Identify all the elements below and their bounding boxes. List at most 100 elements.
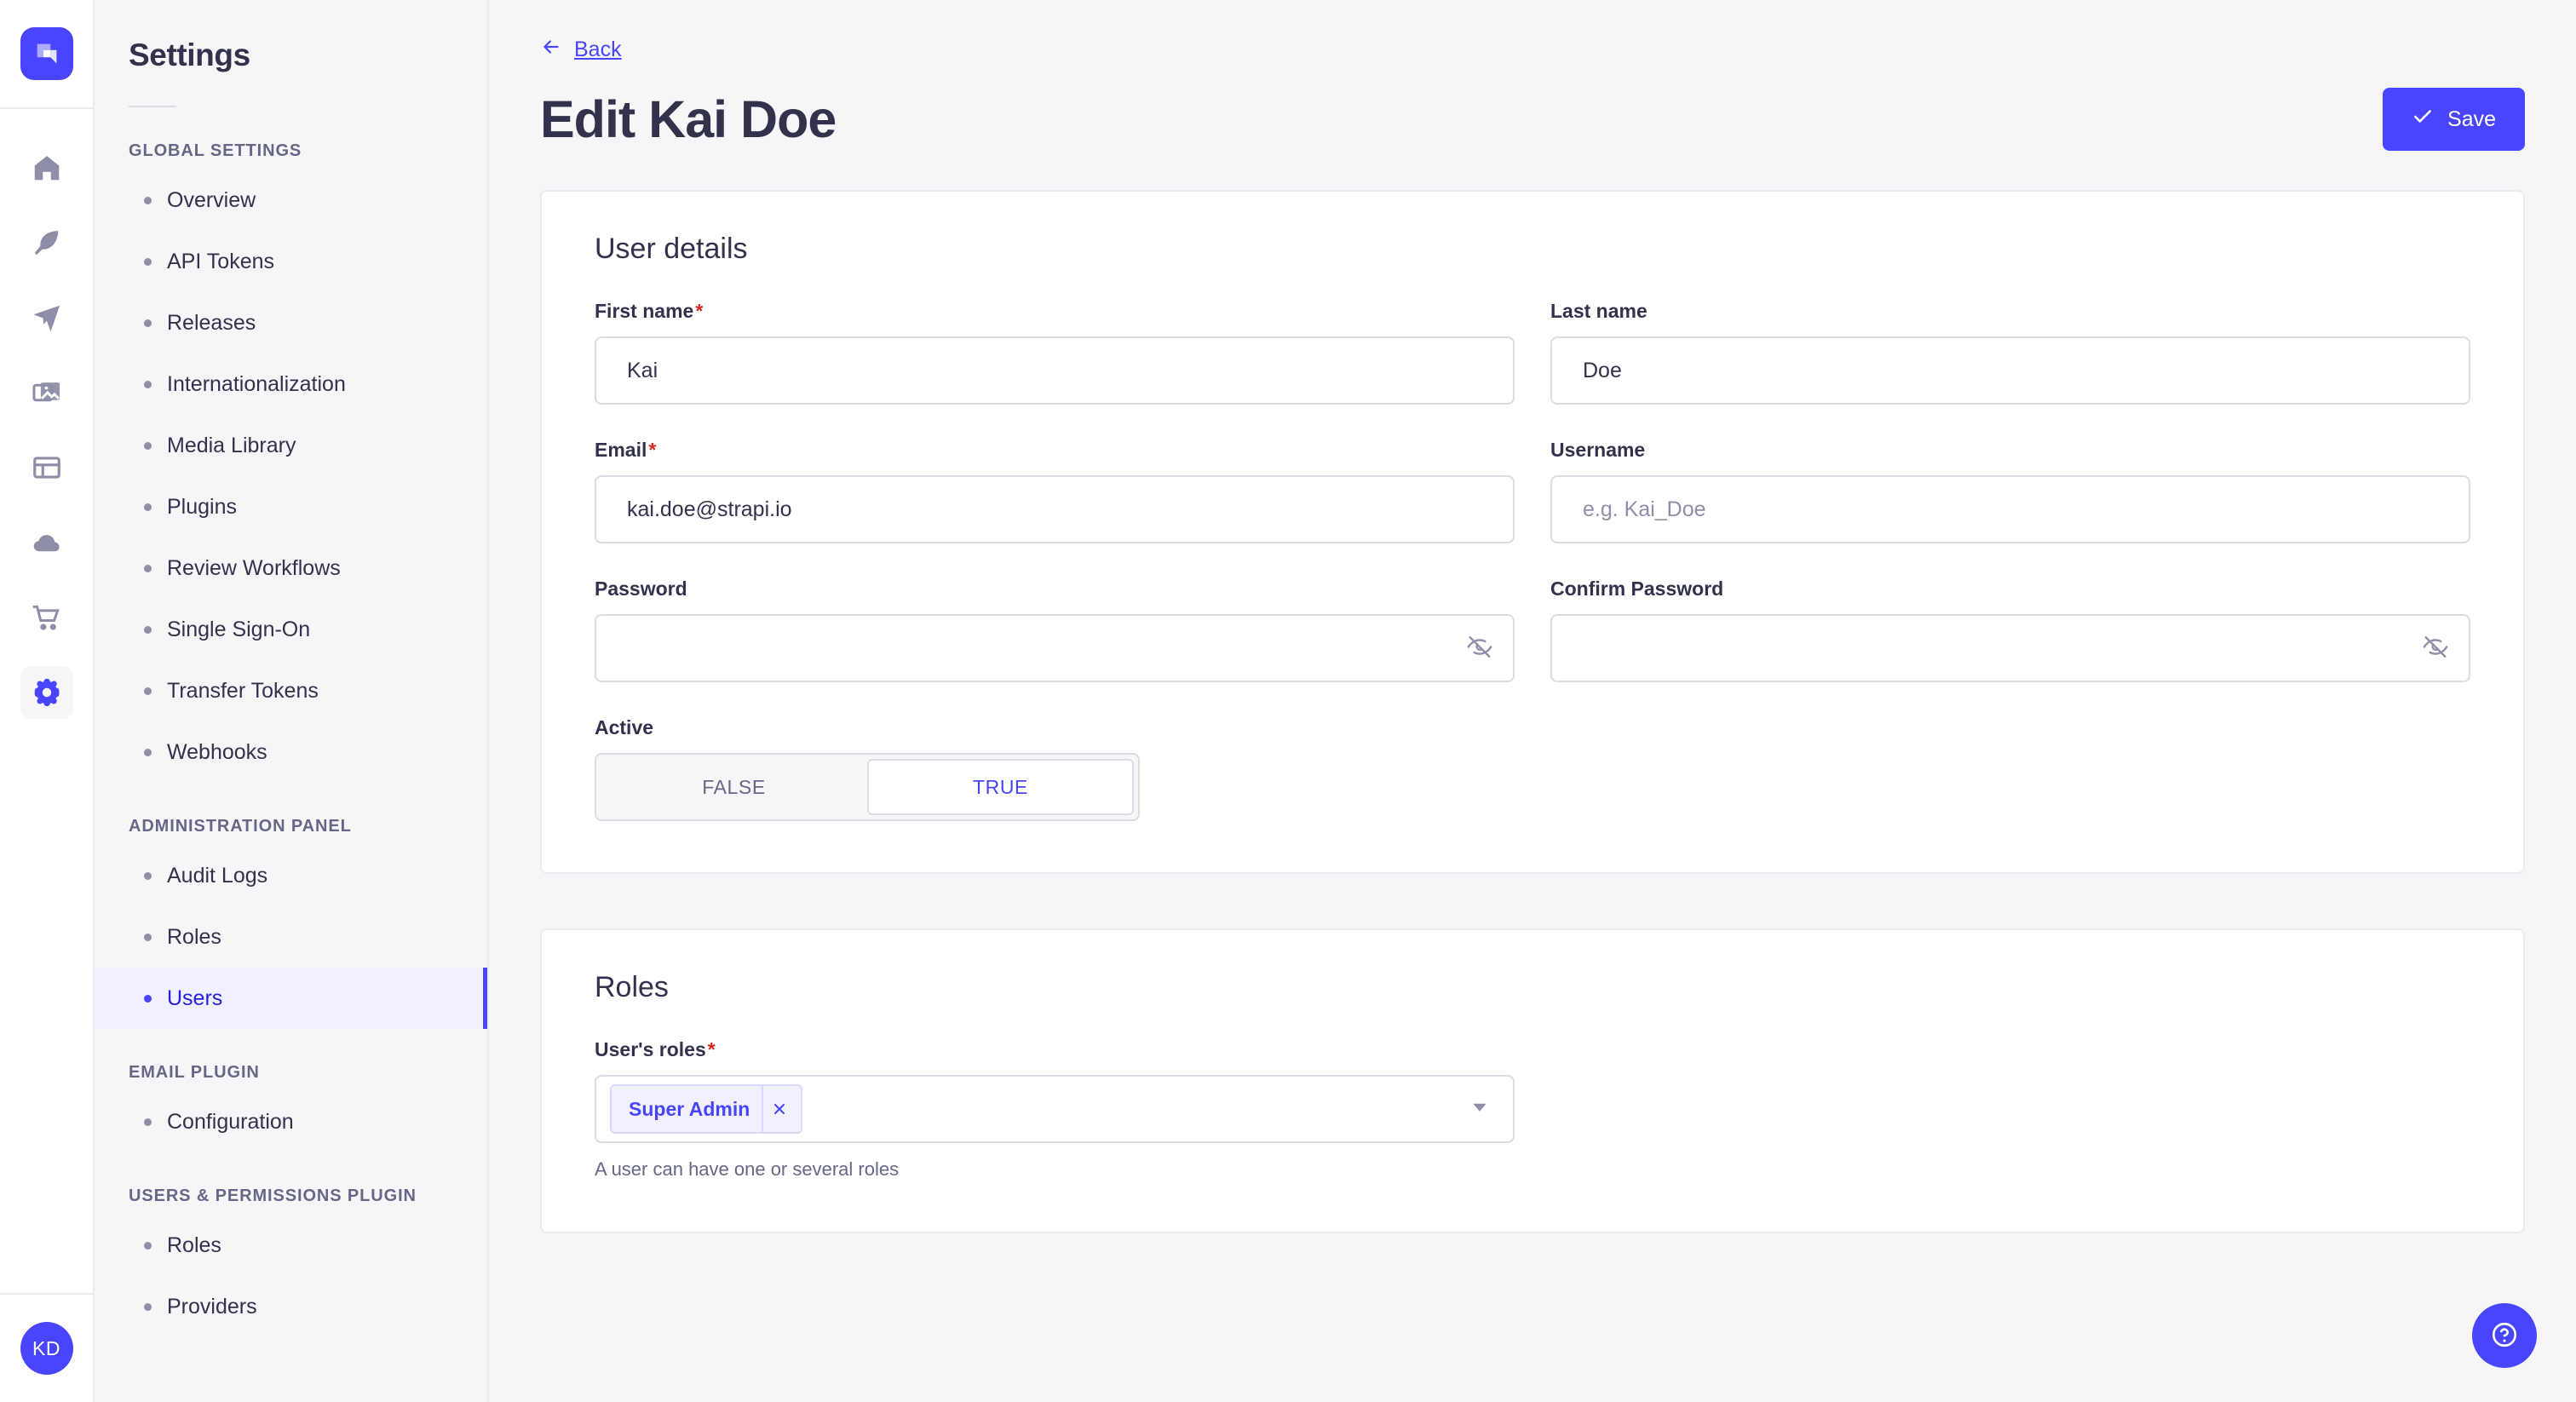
shopping-cart-icon[interactable] bbox=[20, 591, 73, 644]
active-toggle-true[interactable]: TRUE bbox=[867, 759, 1134, 815]
sidebar-item-label: API Tokens bbox=[167, 249, 275, 273]
active-toggle-false[interactable]: FALSE bbox=[702, 775, 766, 798]
required-asterisk: * bbox=[695, 300, 704, 322]
bullet-icon bbox=[144, 564, 152, 572]
username-input[interactable] bbox=[1550, 475, 2470, 543]
avatar[interactable]: KD bbox=[20, 1322, 73, 1375]
password-field: Password bbox=[595, 577, 1515, 682]
sidebar-item-label: Webhooks bbox=[167, 739, 267, 764]
user-details-card: User details First name* Last name bbox=[540, 190, 2525, 874]
password-input[interactable] bbox=[595, 614, 1515, 682]
bullet-icon bbox=[144, 933, 152, 941]
layout-icon[interactable] bbox=[20, 441, 73, 494]
sidebar-item-label: Internationalization bbox=[167, 371, 346, 396]
user-roles-field: User's roles* Super Admin bbox=[595, 1038, 2470, 1181]
sidebar-item-releases[interactable]: Releases bbox=[95, 292, 487, 353]
sidebar-title: Settings bbox=[129, 37, 250, 72]
strapi-logo-icon[interactable] bbox=[20, 27, 73, 80]
user-details-grid: First name* Last name Email* bbox=[595, 300, 2470, 682]
email-input[interactable] bbox=[595, 475, 1515, 543]
sidebar-item-label: Roles bbox=[167, 1232, 221, 1257]
sidebar-item-label: Plugins bbox=[167, 494, 237, 519]
last-name-field: Last name bbox=[1550, 300, 2470, 405]
back-label: Back bbox=[574, 37, 622, 61]
sidebar-item-api-tokens[interactable]: API Tokens bbox=[95, 231, 487, 292]
sidebar-header: Settings bbox=[95, 0, 487, 107]
sidebar-item-providers[interactable]: Providers bbox=[95, 1276, 487, 1337]
confirm-password-label: Confirm Password bbox=[1550, 577, 1724, 600]
media-images-icon[interactable] bbox=[20, 366, 73, 419]
sidebar-item-plugins[interactable]: Plugins bbox=[95, 476, 487, 537]
email-input-wrap bbox=[595, 475, 1515, 543]
bullet-icon bbox=[144, 871, 152, 880]
bullet-icon bbox=[144, 1241, 152, 1250]
sidebar-item-internationalization[interactable]: Internationalization bbox=[95, 353, 487, 415]
user-roles-select[interactable]: Super Admin bbox=[595, 1075, 1515, 1143]
arrow-left-icon bbox=[540, 36, 562, 64]
sidebar-item-overview[interactable]: Overview bbox=[95, 170, 487, 231]
eye-off-icon bbox=[1467, 635, 1492, 663]
bullet-icon bbox=[144, 1118, 152, 1126]
save-button[interactable]: Save bbox=[2383, 88, 2525, 151]
paper-plane-icon[interactable] bbox=[20, 291, 73, 344]
sidebar-item-webhooks[interactable]: Webhooks bbox=[95, 721, 487, 783]
sidebar-item-configuration[interactable]: Configuration bbox=[95, 1091, 487, 1152]
feather-content-manager-icon[interactable] bbox=[20, 216, 73, 269]
bullet-icon bbox=[144, 196, 152, 204]
username-input-wrap bbox=[1550, 475, 2470, 543]
sidebar-item-review-workflows[interactable]: Review Workflows bbox=[95, 537, 487, 599]
sidebar-item-single-sign-on[interactable]: Single Sign-On bbox=[95, 599, 487, 660]
user-roles-select-wrap: Super Admin bbox=[595, 1075, 1515, 1143]
roles-title: Roles bbox=[595, 971, 669, 1003]
user-roles-hint: A user can have one or several roles bbox=[595, 1158, 900, 1180]
bullet-icon bbox=[144, 994, 152, 1003]
sidebar-section-label: EMAIL PLUGIN bbox=[129, 1063, 260, 1082]
toggle-confirm-password-visibility-button[interactable] bbox=[2423, 635, 2448, 663]
close-icon[interactable] bbox=[762, 1086, 796, 1132]
active-toggle[interactable]: FALSE TRUE bbox=[595, 753, 1140, 821]
back-link[interactable]: Back bbox=[540, 36, 622, 64]
confirm-password-input-wrap bbox=[1550, 614, 2470, 682]
confirm-password-input[interactable] bbox=[1550, 614, 2470, 682]
question-circle-icon bbox=[2490, 1320, 2519, 1352]
bullet-icon bbox=[144, 748, 152, 756]
sidebar-item-label: Roles bbox=[167, 924, 221, 949]
sidebar-divider bbox=[129, 106, 176, 107]
required-asterisk: * bbox=[707, 1038, 716, 1060]
home-icon[interactable] bbox=[20, 141, 73, 194]
password-input-wrap bbox=[595, 614, 1515, 682]
bullet-icon bbox=[144, 441, 152, 450]
sidebar-section-label: ADMINISTRATION PANEL bbox=[129, 817, 352, 836]
sidebar-item-users[interactable]: Users bbox=[95, 968, 487, 1029]
last-name-input[interactable] bbox=[1550, 336, 2470, 405]
sidebar-item-label: Releases bbox=[167, 310, 256, 335]
help-button[interactable] bbox=[2472, 1303, 2537, 1368]
user-avatar-container: KD bbox=[0, 1293, 93, 1402]
cloud-icon[interactable] bbox=[20, 516, 73, 569]
page-header: Back Edit Kai Doe Save bbox=[489, 0, 2576, 151]
user-roles-label-text: User's roles bbox=[595, 1038, 706, 1060]
sidebar-item-roles[interactable]: Roles bbox=[95, 1215, 487, 1276]
primary-icon-rail: KD bbox=[0, 0, 95, 1402]
first-name-label-text: First name bbox=[595, 300, 694, 322]
role-tag[interactable]: Super Admin bbox=[610, 1084, 803, 1134]
main-content: Back Edit Kai Doe Save User details Firs… bbox=[489, 0, 2576, 1402]
sidebar-item-media-library[interactable]: Media Library bbox=[95, 415, 487, 476]
save-label: Save bbox=[2447, 106, 2496, 131]
email-label: Email* bbox=[595, 439, 1515, 462]
toggle-password-visibility-button[interactable] bbox=[1467, 635, 1492, 663]
sidebar-item-audit-logs[interactable]: Audit Logs bbox=[95, 845, 487, 906]
first-name-input-wrap bbox=[595, 336, 1515, 405]
first-name-input[interactable] bbox=[595, 336, 1515, 405]
bullet-icon bbox=[144, 625, 152, 634]
email-label-text: Email bbox=[595, 439, 647, 461]
gear-settings-icon[interactable] bbox=[20, 666, 73, 719]
active-field: Active FALSE TRUE bbox=[595, 716, 2470, 821]
sidebar-sections: GLOBAL SETTINGS Overview API Tokens Release… bbox=[95, 141, 487, 1337]
rail-nav-list bbox=[20, 141, 73, 1293]
sidebar-item-transfer-tokens[interactable]: Transfer Tokens bbox=[95, 660, 487, 721]
role-tag-label: Super Admin bbox=[629, 1097, 750, 1120]
sidebar-item-roles[interactable]: Roles bbox=[95, 906, 487, 968]
sidebar-item-label: Overview bbox=[167, 187, 256, 212]
